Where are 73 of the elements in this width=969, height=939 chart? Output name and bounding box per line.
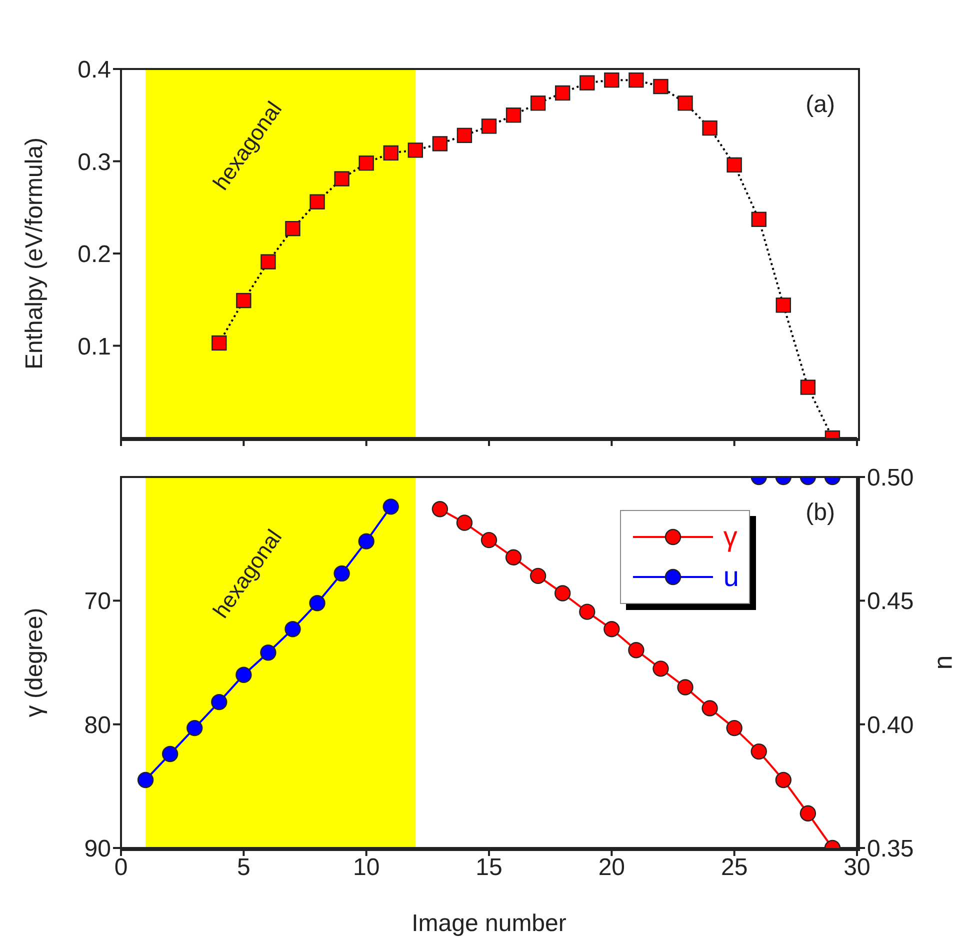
y2-tick-label: 0.45 xyxy=(867,588,914,616)
point xyxy=(530,568,546,584)
y-axis-title: γ (degree) xyxy=(21,608,48,718)
point xyxy=(432,501,448,518)
point xyxy=(456,128,472,144)
annotation: (a) xyxy=(806,91,835,119)
point xyxy=(260,644,276,661)
y2-tick-label: 0.40 xyxy=(867,712,914,739)
point xyxy=(456,514,473,531)
point xyxy=(480,532,498,548)
point xyxy=(506,108,522,123)
point xyxy=(800,380,816,395)
point xyxy=(236,292,252,308)
point xyxy=(334,171,350,186)
point xyxy=(775,772,792,788)
point xyxy=(776,298,791,313)
y-tick-label: 80 xyxy=(84,712,111,739)
point xyxy=(702,120,718,136)
x-tick-label: 10 xyxy=(352,854,380,882)
y-tick-label: 90 xyxy=(84,836,111,863)
point xyxy=(628,642,644,658)
point xyxy=(284,621,301,638)
point xyxy=(678,96,693,111)
annotation: (b) xyxy=(806,499,835,527)
point xyxy=(628,72,644,88)
legend-label: u xyxy=(723,561,739,593)
x-tick-label: 15 xyxy=(476,854,502,882)
point xyxy=(212,335,227,351)
point xyxy=(260,254,276,270)
point xyxy=(751,212,766,227)
point xyxy=(481,118,497,134)
point xyxy=(432,136,448,152)
point xyxy=(726,720,742,736)
point xyxy=(555,85,570,101)
point xyxy=(579,604,596,620)
point xyxy=(186,720,203,736)
point xyxy=(358,155,374,171)
point xyxy=(800,805,816,822)
y-tick-label: 0.1 xyxy=(78,333,111,360)
y2-tick-label: 0.50 xyxy=(867,464,914,492)
point xyxy=(604,621,620,638)
point xyxy=(162,746,178,762)
point xyxy=(310,194,325,210)
point xyxy=(383,145,398,161)
point xyxy=(750,743,767,760)
legend-label: γ xyxy=(723,521,738,553)
point xyxy=(652,660,669,677)
point xyxy=(530,96,546,111)
point xyxy=(580,75,595,90)
x-tick-label: 20 xyxy=(598,854,626,882)
point xyxy=(137,772,154,788)
x-tick-label: 5 xyxy=(236,854,250,882)
point xyxy=(726,157,742,173)
point xyxy=(702,700,718,716)
x-tick-label: 0 xyxy=(114,854,128,882)
y-tick-label: 0.2 xyxy=(78,241,111,268)
y2-axis-title: u xyxy=(932,655,962,670)
y-axis-title: Enthalpy (eV/formula) xyxy=(21,137,48,370)
point xyxy=(408,142,423,158)
x-axis-title: Image number xyxy=(412,910,566,937)
y-tick-label: 70 xyxy=(84,588,111,616)
x-tick-label: 25 xyxy=(720,854,748,882)
point xyxy=(653,78,668,94)
point xyxy=(554,585,571,602)
point xyxy=(285,220,300,236)
y-tick-label: 0.4 xyxy=(78,56,111,84)
y-tick-label: 0.3 xyxy=(78,148,111,176)
point xyxy=(236,666,252,683)
point xyxy=(505,549,522,566)
point xyxy=(604,72,620,88)
point xyxy=(211,694,228,710)
x-tick-label: 30 xyxy=(844,854,870,882)
point xyxy=(677,679,694,696)
